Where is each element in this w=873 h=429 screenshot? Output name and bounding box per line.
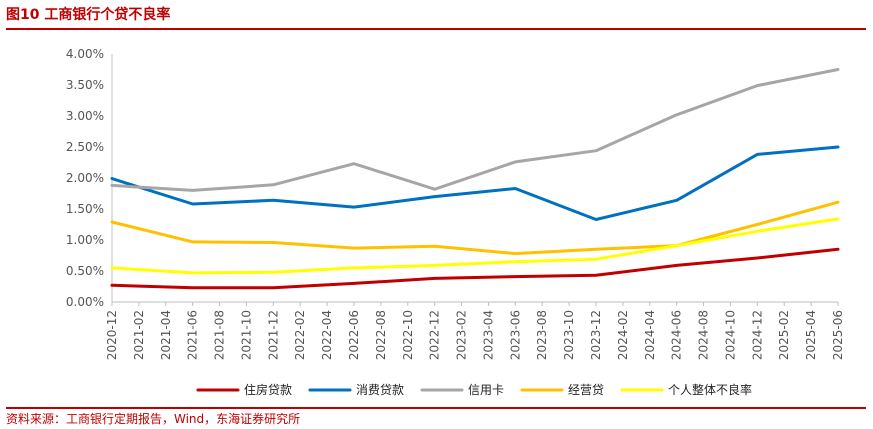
- x-tick-label: 2022-10: [401, 310, 415, 360]
- x-tick-label: 2024-06: [670, 310, 684, 360]
- legend-item: 经营贷: [520, 383, 604, 397]
- series-line-住房贷款: [110, 247, 840, 290]
- source-note: 资料来源：工商银行定期报告，Wind，东海证券研究所: [6, 412, 301, 426]
- y-tick-label: 0.50%: [66, 264, 104, 278]
- y-tick-label: 3.00%: [66, 109, 104, 123]
- y-tick-label: 3.50%: [66, 78, 104, 92]
- x-tick-label: 2022-02: [293, 310, 307, 360]
- x-tick-label: 2022-08: [374, 310, 388, 360]
- x-tick-label: 2024-04: [643, 310, 657, 360]
- legend-label: 消费贷款: [356, 383, 404, 397]
- x-tick-label: 2024-02: [616, 310, 630, 360]
- y-tick-label: 1.00%: [66, 233, 104, 247]
- legend-label: 经营贷: [568, 383, 604, 397]
- x-tick-label: 2024-12: [750, 310, 764, 360]
- y-tick-label: 1.50%: [66, 202, 104, 216]
- chart-title: 图10 工商银行个贷不良率: [6, 7, 171, 23]
- y-tick-label: 2.00%: [66, 171, 104, 185]
- x-tick-label: 2024-08: [697, 310, 711, 360]
- legend-label: 个人整体不良率: [668, 382, 752, 397]
- x-tick-label: 2021-02: [132, 310, 146, 360]
- x-axis-tick-labels: 2020-12 2021-02 2021-04 2021-06 2021-08 2021-…: [105, 310, 845, 360]
- x-tick-label: 2025-06: [831, 310, 845, 360]
- legend-item: 信用卡: [420, 383, 504, 397]
- footer-divider: [6, 407, 866, 409]
- x-tick-label: 2023-08: [535, 310, 549, 360]
- x-tick-label: 2023-04: [481, 310, 495, 360]
- x-tick-label: 2023-12: [589, 310, 603, 360]
- x-tick-label: 2021-12: [266, 310, 280, 360]
- legend-item: 个人整体不良率: [620, 382, 752, 397]
- axes: [111, 54, 839, 306]
- y-tick-label: 4.00%: [66, 47, 104, 61]
- x-tick-label: 2022-12: [428, 310, 442, 360]
- series-line-信用卡: [110, 68, 840, 192]
- title-divider: [6, 28, 866, 30]
- x-tick-label: 2020-12: [105, 310, 119, 360]
- legend-label: 住房贷款: [244, 382, 292, 397]
- series-line-消费贷款: [110, 145, 840, 221]
- series-line-经营贷: [110, 200, 840, 256]
- x-tick-label: 2021-08: [213, 310, 227, 360]
- x-tick-label: 2023-10: [562, 310, 576, 360]
- x-tick-label: 2023-06: [508, 310, 522, 360]
- legend-label: 信用卡: [468, 383, 504, 397]
- legend-item: 消费贷款: [308, 383, 404, 397]
- series-line-个人整体不良率: [110, 217, 840, 275]
- y-axis-tick-labels: 0.00% 0.50% 1.00% 1.50% 2.00% 2.50% 3.00% 3.50%…: [66, 47, 104, 309]
- x-tick-label: 2025-04: [804, 310, 818, 360]
- x-tick-label: 2022-06: [347, 310, 361, 360]
- series-lines: [110, 68, 840, 290]
- x-tick-label: 2023-02: [455, 310, 469, 360]
- x-tick-label: 2022-04: [320, 310, 334, 360]
- x-tick-label: 2024-10: [723, 310, 737, 360]
- x-tick-label: 2021-10: [239, 310, 253, 360]
- x-tick-label: 2025-02: [777, 310, 791, 360]
- legend: 住房贷款 消费贷款 信用卡 经营贷 个人整体不良率: [196, 382, 752, 397]
- x-tick-label: 2021-06: [186, 310, 200, 360]
- y-tick-label: 0.00%: [66, 295, 104, 309]
- x-tick-label: 2021-04: [159, 310, 173, 360]
- y-tick-label: 2.50%: [66, 140, 104, 154]
- legend-item: 住房贷款: [196, 382, 292, 397]
